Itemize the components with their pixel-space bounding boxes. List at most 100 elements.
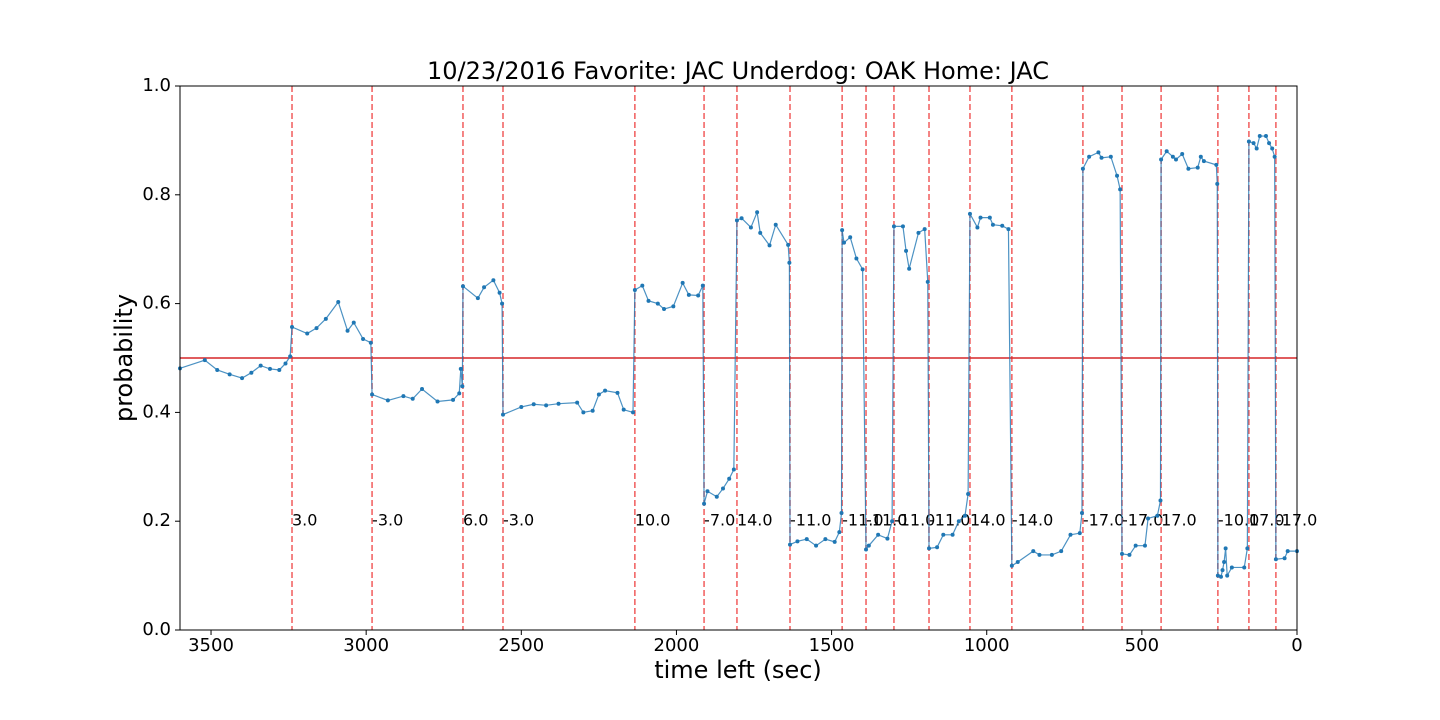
data-point: [727, 476, 732, 481]
data-point: [368, 340, 373, 345]
data-point: [420, 387, 425, 392]
y-tick-label: 1.0: [142, 75, 171, 96]
data-point: [655, 301, 660, 306]
annotation: 10.0: [635, 511, 671, 530]
data-point: [500, 412, 505, 417]
data-point: [603, 388, 608, 393]
data-point: [748, 225, 753, 230]
x-tick-label: 500: [1125, 635, 1159, 656]
data-point: [1270, 146, 1275, 151]
data-point: [640, 283, 645, 288]
data-point: [631, 410, 636, 415]
data-point: [361, 336, 366, 341]
x-tick-label: 1500: [809, 635, 855, 656]
data-point: [1222, 560, 1227, 564]
data-point: [1214, 162, 1219, 167]
data-point: [1164, 149, 1169, 154]
data-point: [864, 547, 869, 552]
data-point: [1282, 556, 1287, 561]
data-point: [866, 543, 871, 548]
data-point: [925, 279, 930, 284]
y-tick-label: 0.6: [142, 293, 171, 314]
x-tick-label: 3500: [188, 635, 234, 656]
annotation: 17.0: [1161, 511, 1197, 530]
data-point: [1049, 552, 1054, 557]
data-point: [1215, 573, 1220, 578]
data-point: [876, 532, 881, 537]
data-point: [935, 545, 940, 550]
data-point: [1251, 141, 1256, 146]
data-point: [900, 224, 905, 229]
data-point: [696, 293, 701, 298]
data-point: [1096, 150, 1101, 155]
data-point: [700, 283, 705, 288]
data-point: [1267, 141, 1272, 146]
data-point: [720, 486, 725, 491]
y-tick-label: 0.2: [142, 510, 171, 531]
data-point: [795, 539, 800, 544]
annotation: -3.0: [503, 511, 534, 530]
data-point: [1170, 154, 1175, 159]
data-point: [963, 513, 968, 518]
data-point: [891, 224, 896, 229]
data-point: [840, 228, 845, 233]
annotation: -11.0: [929, 511, 970, 530]
data-point: [860, 267, 865, 272]
data-point: [966, 492, 971, 496]
data-point: [1186, 166, 1191, 171]
data-point: [581, 410, 586, 415]
data-point: [705, 489, 710, 494]
x-tick-label: 2500: [498, 635, 544, 656]
data-point: [621, 407, 626, 412]
data-point: [646, 298, 651, 303]
data-point: [1120, 551, 1125, 556]
data-point: [458, 366, 463, 371]
annotation: -11.0: [790, 511, 831, 530]
annotation: -17.0: [1122, 511, 1163, 530]
annotation: -11.0: [894, 511, 935, 530]
data-point: [1198, 154, 1203, 159]
data-point: [956, 519, 961, 524]
data-point: [950, 532, 955, 537]
data-point: [1245, 546, 1250, 551]
data-point: [671, 304, 676, 309]
data-point: [305, 331, 310, 336]
data-point: [451, 397, 456, 402]
data-point: [1000, 223, 1005, 228]
y-tick-label: 0.4: [142, 401, 171, 422]
data-point: [978, 215, 983, 220]
data-point: [632, 288, 637, 292]
data-point: [990, 222, 995, 227]
data-point: [575, 400, 580, 405]
data-point: [615, 390, 620, 395]
data-point: [1158, 498, 1163, 503]
data-point: [288, 354, 293, 359]
data-point: [1080, 166, 1085, 171]
data-point: [885, 536, 890, 541]
data-point: [435, 399, 440, 404]
data-point: [519, 404, 524, 409]
data-point: [460, 284, 465, 289]
data-point: [787, 260, 792, 265]
data-point: [786, 242, 791, 247]
annotation: 6.0: [463, 511, 488, 530]
data-point: [1273, 557, 1278, 562]
data-point: [1118, 187, 1123, 192]
data-point: [1099, 155, 1104, 160]
data-point: [475, 296, 480, 301]
data-point: [283, 361, 288, 366]
y-axis-label: probability: [110, 294, 138, 422]
x-tick-label: 3000: [343, 635, 389, 656]
annotation: -17.0: [1083, 511, 1124, 530]
data-point: [788, 542, 793, 547]
data-point: [544, 403, 549, 408]
annotation: -11.0: [866, 511, 907, 530]
data-point: [662, 307, 667, 312]
data-point: [370, 392, 375, 397]
data-point: [1077, 531, 1082, 536]
data-point: [531, 402, 536, 407]
y-tick-label: 0.0: [142, 619, 171, 640]
data-point: [1218, 574, 1223, 579]
data-point: [922, 227, 927, 232]
data-point: [739, 216, 744, 221]
